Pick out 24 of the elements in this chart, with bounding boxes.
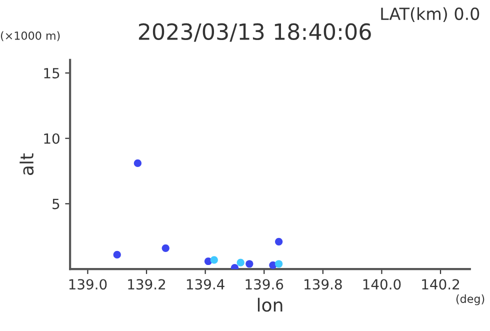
x-tick-label: 139.4 xyxy=(186,279,224,290)
x-tick-label: 139.0 xyxy=(69,279,107,290)
point xyxy=(275,260,283,268)
y-tick-label: 10 xyxy=(44,133,60,144)
point xyxy=(134,159,142,168)
y-axis-title: alt xyxy=(20,153,34,176)
chart-title: 2023/03/13 18:40:06 xyxy=(138,23,371,42)
point xyxy=(162,244,170,252)
point xyxy=(246,260,254,268)
point xyxy=(210,256,218,264)
x-tick-label: 139.6 xyxy=(246,279,284,290)
point xyxy=(113,250,121,259)
x-tick-label: 139.2 xyxy=(128,279,165,290)
text: (deg) xyxy=(456,294,484,306)
text: LAT(km) 0.0 xyxy=(381,7,480,22)
x-axis-title: lon xyxy=(258,298,282,312)
x-tick-label: 140.2 xyxy=(422,279,459,290)
y-tick-label: 5 xyxy=(52,198,60,210)
x-tick-label: 140.0 xyxy=(363,279,401,290)
text: (×1000 m) xyxy=(0,31,60,42)
y-tick-label: 15 xyxy=(44,68,60,78)
x-tick-label: 139.8 xyxy=(304,279,342,290)
point xyxy=(275,238,283,246)
point xyxy=(236,258,244,266)
